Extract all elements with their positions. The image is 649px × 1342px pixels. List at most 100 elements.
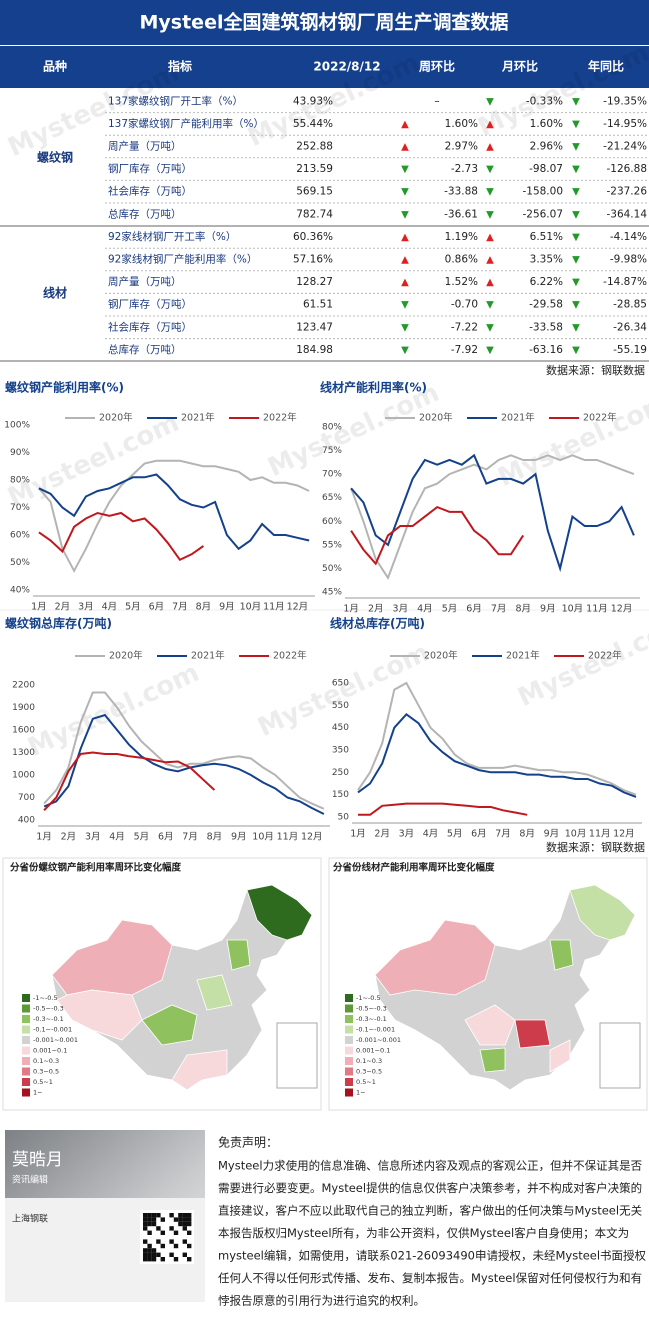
qr-cell	[151, 1213, 157, 1218]
qr-cell	[147, 1252, 152, 1257]
y-tick-label: 1900	[12, 703, 35, 713]
x-tick-label: 10月	[240, 602, 262, 613]
y-tick-label: 55%	[322, 540, 342, 550]
legend-label: -0.1~-0.001	[356, 1026, 395, 1034]
change: -28.85	[613, 299, 647, 311]
legend-label: -1~-0.5	[33, 994, 58, 1002]
legend-swatch	[22, 1025, 30, 1034]
legend-label: 1~	[33, 1089, 43, 1097]
arrow: ▲	[401, 232, 409, 243]
title-bar	[0, 0, 649, 45]
column-header: 2022/8/12	[313, 60, 380, 74]
series-line	[38, 473, 310, 551]
legend-swatch	[22, 1036, 30, 1044]
x-tick-label: 8月	[515, 604, 531, 615]
arrow: ▼	[572, 164, 580, 175]
legend-swatch	[22, 1015, 30, 1023]
legend-label: 2021年	[181, 412, 215, 424]
arrow: ▼	[572, 345, 580, 356]
arrow: ▲	[401, 277, 409, 288]
chart-title: 线材总库存(万吨)	[330, 616, 425, 631]
qr-cell	[169, 1252, 174, 1257]
legend-label: -1~-0.5	[356, 994, 381, 1002]
x-tick-label: 4月	[102, 602, 118, 613]
arrow: ▲	[486, 119, 494, 130]
value: 252.88	[296, 141, 333, 153]
value: 61.51	[303, 299, 333, 311]
legend-swatch	[345, 1088, 353, 1097]
y-tick-label: 700	[18, 793, 35, 803]
province	[549, 1039, 571, 1073]
qr-cell	[143, 1239, 148, 1244]
title: Mysteel全国建筑钢材钢厂周生产调查数据	[140, 11, 509, 34]
author-name: 莫晧月	[12, 1150, 63, 1170]
legend-swatch	[22, 1046, 30, 1055]
qr-cell	[173, 1230, 179, 1235]
change: 1.60%	[445, 118, 478, 130]
x-tick-label: 10月	[252, 832, 274, 843]
value: 184.98	[296, 344, 333, 356]
group-name: 线材	[43, 285, 67, 300]
arrow: ▼	[572, 322, 580, 333]
x-tick-label: 9月	[231, 832, 247, 843]
column-header: 年同比	[588, 59, 624, 74]
y-tick-label: 2200	[12, 681, 35, 691]
qr-cell	[173, 1257, 179, 1262]
qr-cell	[187, 1221, 192, 1227]
change: -2.73	[451, 163, 478, 175]
indicator: 周产量（万吨）	[108, 140, 182, 153]
value: 569.15	[296, 186, 333, 198]
change: 0.86%	[445, 254, 478, 266]
x-tick-label: 9月	[544, 829, 560, 840]
series-line	[357, 712, 637, 798]
y-tick-label: 60%	[322, 517, 342, 527]
province	[171, 1049, 228, 1091]
arrow: ▼	[572, 119, 580, 130]
legend-label: -0.5~-0.3	[356, 1005, 387, 1013]
change: -98.07	[529, 163, 563, 175]
indicator: 总库存（万吨）	[108, 207, 182, 220]
disclaimer-line: mysteel编辑，如需使用，请联系021-26093490申请授权，未经Mys…	[218, 1249, 647, 1263]
x-tick-label: 5月	[134, 832, 150, 843]
y-tick-label: 650	[332, 679, 349, 689]
qr-cell	[143, 1257, 148, 1262]
change: -26.34	[613, 321, 647, 333]
value: 60.36%	[293, 231, 333, 243]
x-tick-label: 8月	[196, 602, 212, 613]
chart-title: 螺纹钢总库存(万吨)	[5, 616, 112, 631]
x-tick-label: 11月	[589, 829, 611, 840]
qr-cell	[182, 1213, 187, 1218]
legend-swatch	[345, 1004, 353, 1013]
x-tick-label: 6月	[158, 832, 174, 843]
y-tick-label: 90%	[10, 448, 30, 458]
qr-cell	[143, 1221, 148, 1227]
legend-label: -0.3~-0.1	[33, 1015, 64, 1023]
indicator: 社会库存（万吨）	[108, 185, 192, 198]
change: -237.26	[606, 186, 647, 198]
province	[514, 1019, 551, 1049]
legend-swatch	[22, 1078, 30, 1086]
value: 213.59	[296, 163, 333, 175]
legend-swatch	[22, 994, 30, 1002]
series-line	[43, 691, 325, 810]
y-tick-label: 75%	[322, 446, 342, 456]
x-tick-label: 12月	[611, 604, 633, 615]
arrow: ▼	[486, 322, 494, 333]
change: -19.35%	[603, 95, 647, 107]
map-frame	[328, 857, 648, 1111]
chart-title: 螺纹钢产能利用率(%)	[5, 380, 124, 395]
qr-cell	[151, 1252, 157, 1257]
arrow: ▲	[486, 232, 494, 243]
qr-cell	[182, 1221, 187, 1227]
qr-cell	[147, 1248, 152, 1253]
arrow: ▼	[572, 300, 580, 311]
source: 数据来源：钢联数据	[546, 840, 645, 854]
y-tick-label: 50	[338, 813, 350, 823]
arrow: ▼	[572, 277, 580, 288]
qr-cell	[182, 1226, 187, 1231]
qr-cell	[156, 1213, 161, 1218]
column-header: 指标	[168, 59, 192, 74]
author-role: 资讯编辑	[12, 1174, 48, 1186]
series-line	[350, 453, 635, 573]
